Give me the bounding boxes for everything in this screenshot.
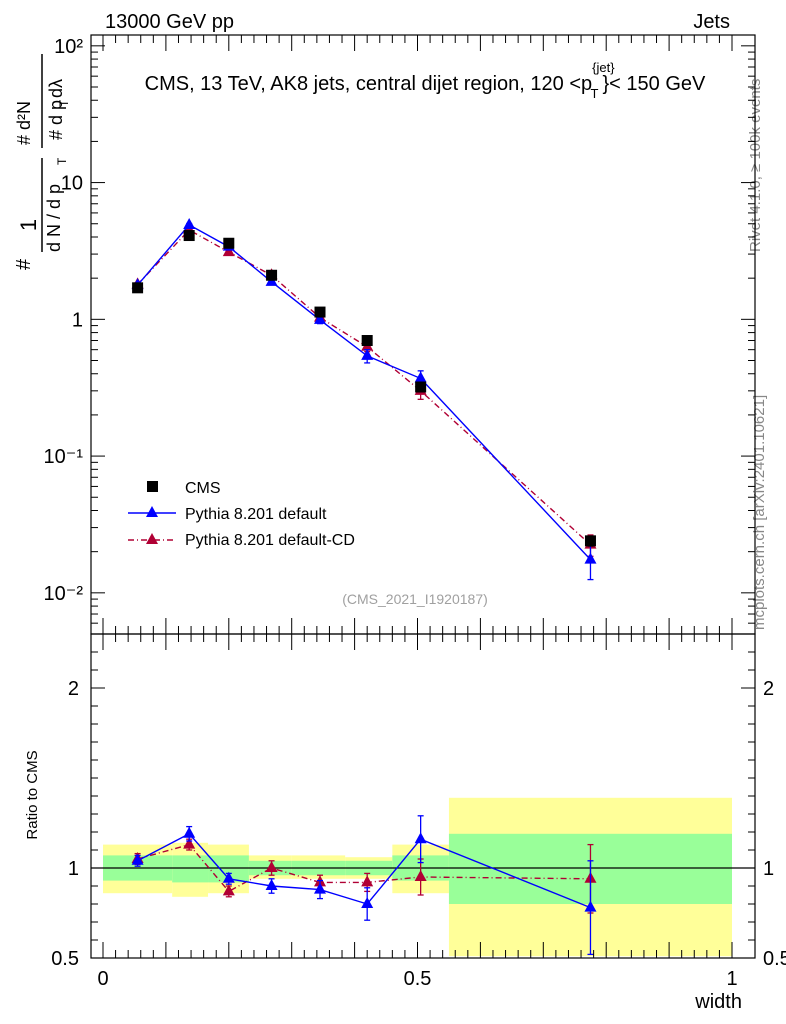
- main-default-point-5: [361, 348, 374, 360]
- ratio-default-point-1: [183, 826, 196, 838]
- ratio-ylabel: Ratio to CMS: [24, 750, 41, 839]
- main-ytick-label: 10²: [54, 36, 83, 58]
- ratio-default-point-2: [222, 871, 235, 883]
- main-cms-point-1: [183, 230, 195, 242]
- ratio-default-point-4: [314, 882, 327, 894]
- main-cms-point-2: [223, 237, 235, 249]
- main-default-point-1: [183, 217, 196, 229]
- ratio-default-point-5: [361, 897, 374, 908]
- legend: CMS Pythia 8.201 default Pythia 8.201 de…: [128, 480, 355, 549]
- ratio-plot-marks: [131, 815, 597, 956]
- ratio-default-line: [137, 832, 591, 909]
- main-cms-point-7: [584, 535, 596, 547]
- main-default-line: [137, 224, 592, 561]
- category-label: Jets: [693, 11, 730, 33]
- main-title: CMS, 13 TeV, AK8 jets, central dijet reg…: [145, 60, 706, 101]
- collision-label: 13000 GeV pp: [105, 11, 234, 33]
- main-ytick-label: 10⁻¹: [44, 446, 84, 468]
- legend-cms-marker: [147, 481, 158, 492]
- ratio-default-point-0: [131, 853, 144, 865]
- ratio-ytick-label-left: 0.5: [51, 948, 79, 970]
- main-default-point-6: [414, 371, 427, 383]
- legend-default-marker: [146, 506, 158, 517]
- main-ytick-label: 10: [61, 173, 83, 195]
- svg-text:T: T: [57, 99, 71, 107]
- ratio-ytick-label-right: 0.5: [763, 948, 786, 970]
- ratio-ytick-label-left: 1: [68, 858, 79, 880]
- main-plot-marks: [131, 217, 597, 581]
- svg-text:dλ: dλ: [46, 79, 66, 98]
- svg-text:T: T: [55, 157, 69, 165]
- main-default-point-4: [314, 312, 327, 324]
- ratio-ytick-label-right: 1: [763, 858, 774, 880]
- ratio-default-point-6: [414, 832, 427, 844]
- mcplots-label: mcplots.cern.ch [arXiv:2401.10621]: [751, 395, 768, 630]
- ratio-default-point-7: [584, 900, 597, 912]
- ratio-ytick-label-left: 2: [68, 678, 79, 700]
- ratio-xlabel: width: [694, 991, 742, 1013]
- ratio-default_cd-point-1: [183, 837, 196, 849]
- ratio-xtick-label: 1: [726, 968, 737, 990]
- legend-cms-label: CMS: [185, 480, 221, 497]
- legend-default-cd-label: Pythia 8.201 default-CD: [185, 532, 355, 549]
- ratio-xtick-label: 0: [97, 968, 108, 990]
- svg-text:#: #: [13, 258, 35, 270]
- svg-text:# d²N: # d²N: [14, 101, 34, 145]
- main-ytick-label: 10⁻²: [44, 583, 84, 605]
- svg-text:d N / d p: d N / d p: [44, 184, 64, 252]
- analysis-watermark: (CMS_2021_I1920187): [342, 591, 488, 607]
- legend-default-label: Pythia 8.201 default: [185, 506, 327, 523]
- legend-default-cd-marker: [146, 533, 158, 544]
- ratio-default_cd-point-6: [414, 870, 427, 881]
- main-cms-point-6: [415, 381, 427, 393]
- ratio-default_cd-point-2: [222, 884, 235, 896]
- main-cms-point-4: [314, 306, 326, 318]
- main-cms-point-0: [132, 282, 144, 294]
- svg-text:# d p: # d p: [46, 100, 66, 140]
- main-cms-point-5: [361, 335, 373, 347]
- main-ylabel: # 1 d N / d p T # d²N # d p T dλ: [13, 54, 71, 270]
- main-default-point-7: [584, 552, 597, 564]
- main-cms-point-3: [266, 269, 278, 281]
- ratio-default-point-3: [265, 879, 278, 890]
- ratio-xtick-label: 0.5: [404, 968, 432, 990]
- main-ytick-label: 1: [72, 309, 83, 331]
- ratio-default_cd-point-3: [265, 861, 278, 872]
- main-default_cd-line: [137, 229, 591, 546]
- axes: 10⁻² 10⁻¹ 1 10 10² 0 0.5 1 0.5 0.5 1 1 2 2: [44, 34, 786, 990]
- svg-text:1: 1: [16, 219, 41, 231]
- ratio-ytick-label-right: 2: [763, 678, 774, 700]
- band-inner-1: [172, 855, 209, 883]
- ratio-default_cd-point-5: [361, 875, 374, 887]
